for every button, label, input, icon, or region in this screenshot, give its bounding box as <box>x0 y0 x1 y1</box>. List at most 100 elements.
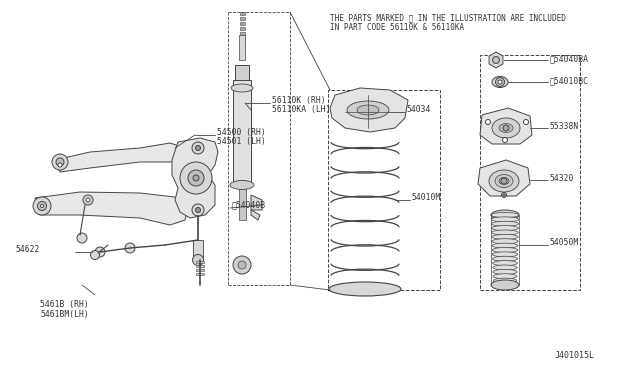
Circle shape <box>95 247 105 257</box>
Circle shape <box>192 204 204 216</box>
Text: 54622: 54622 <box>15 244 40 253</box>
Text: 5461BM(LH): 5461BM(LH) <box>40 310 89 318</box>
Bar <box>239 16 244 20</box>
Ellipse shape <box>230 180 254 189</box>
Circle shape <box>86 198 90 202</box>
Ellipse shape <box>493 261 517 266</box>
Ellipse shape <box>492 77 508 87</box>
Text: ※54040B: ※54040B <box>232 201 266 209</box>
Ellipse shape <box>492 230 518 235</box>
Ellipse shape <box>491 212 519 218</box>
Circle shape <box>498 80 502 84</box>
Text: 54034: 54034 <box>407 105 431 113</box>
Bar <box>233 80 251 185</box>
Ellipse shape <box>492 252 518 257</box>
Circle shape <box>486 119 490 125</box>
Bar <box>239 35 245 60</box>
Ellipse shape <box>491 217 519 222</box>
Ellipse shape <box>493 256 518 261</box>
Bar <box>239 12 244 15</box>
Circle shape <box>188 170 204 186</box>
Text: 55338N: 55338N <box>550 122 579 131</box>
Text: 54500 (RH): 54500 (RH) <box>217 128 266 137</box>
Circle shape <box>524 119 529 125</box>
Circle shape <box>33 197 51 215</box>
Ellipse shape <box>231 84 253 92</box>
Bar <box>196 273 204 275</box>
Bar <box>239 22 244 25</box>
Circle shape <box>180 162 212 194</box>
Ellipse shape <box>493 269 517 275</box>
Circle shape <box>52 154 68 170</box>
Circle shape <box>195 208 200 212</box>
Ellipse shape <box>493 274 517 279</box>
Ellipse shape <box>492 226 518 231</box>
Ellipse shape <box>493 265 517 270</box>
Ellipse shape <box>492 239 518 244</box>
Ellipse shape <box>489 170 519 192</box>
Circle shape <box>77 233 87 243</box>
Bar <box>193 240 203 260</box>
Ellipse shape <box>499 124 513 132</box>
Circle shape <box>40 205 44 208</box>
Polygon shape <box>35 192 188 225</box>
Circle shape <box>193 175 199 181</box>
Bar <box>239 36 244 40</box>
Bar <box>239 42 244 45</box>
Circle shape <box>495 77 504 87</box>
Circle shape <box>56 158 64 166</box>
Ellipse shape <box>347 101 389 119</box>
Ellipse shape <box>492 243 518 248</box>
Polygon shape <box>251 195 262 210</box>
Circle shape <box>38 202 47 211</box>
Polygon shape <box>330 88 408 132</box>
Ellipse shape <box>492 221 518 226</box>
Ellipse shape <box>491 280 519 290</box>
Circle shape <box>192 142 204 154</box>
Bar <box>480 55 580 290</box>
Circle shape <box>501 178 507 184</box>
Ellipse shape <box>499 177 509 185</box>
Circle shape <box>90 250 99 260</box>
Text: IN PART CODE 56110K & 56110KA: IN PART CODE 56110K & 56110KA <box>330 22 464 32</box>
Bar <box>235 65 249 80</box>
Circle shape <box>125 243 135 253</box>
Circle shape <box>502 138 508 142</box>
Polygon shape <box>172 138 218 218</box>
Circle shape <box>233 256 251 274</box>
Text: 54320: 54320 <box>550 173 574 183</box>
Circle shape <box>502 192 506 198</box>
Bar <box>239 32 244 35</box>
Bar <box>196 260 204 263</box>
Bar <box>239 26 244 30</box>
Ellipse shape <box>492 247 518 253</box>
Polygon shape <box>478 160 530 196</box>
Text: 54501 (LH): 54501 (LH) <box>217 137 266 145</box>
Text: THE PARTS MARKED ※ IN THE ILLUSTRATION ARE INCLUDED: THE PARTS MARKED ※ IN THE ILLUSTRATION A… <box>330 13 566 22</box>
Circle shape <box>195 145 200 151</box>
Ellipse shape <box>492 234 518 239</box>
Text: 5461B (RH): 5461B (RH) <box>40 301 89 310</box>
Text: ※54040BA: ※54040BA <box>550 55 589 64</box>
Ellipse shape <box>492 118 520 138</box>
Ellipse shape <box>329 282 401 296</box>
Circle shape <box>503 125 509 131</box>
Bar <box>196 264 204 267</box>
Polygon shape <box>55 143 188 172</box>
Text: 54050M: 54050M <box>550 237 579 247</box>
Bar <box>328 90 440 290</box>
Polygon shape <box>251 210 260 220</box>
Circle shape <box>193 254 204 266</box>
Polygon shape <box>480 108 532 144</box>
Circle shape <box>238 261 246 269</box>
Circle shape <box>493 57 499 64</box>
Text: ※54010BC: ※54010BC <box>550 77 589 86</box>
Circle shape <box>83 195 93 205</box>
Text: J401015L: J401015L <box>555 352 595 360</box>
Text: 56110KA (LH): 56110KA (LH) <box>272 105 330 113</box>
Ellipse shape <box>491 210 519 220</box>
Bar <box>196 269 204 271</box>
Text: 54010M: 54010M <box>412 192 441 202</box>
Ellipse shape <box>357 105 379 115</box>
Circle shape <box>58 163 62 167</box>
